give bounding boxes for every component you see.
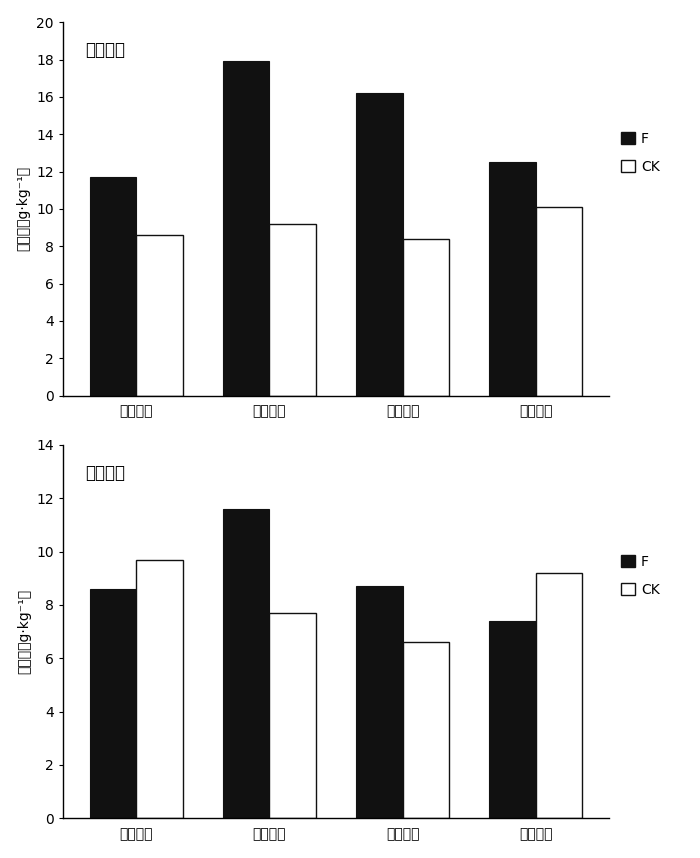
Bar: [402, 643, 449, 819]
Bar: [270, 224, 316, 396]
Bar: [90, 177, 136, 396]
Legend: F, CK: F, CK: [622, 554, 659, 596]
Bar: [489, 621, 536, 819]
Text: 地下部分: 地下部分: [85, 463, 125, 481]
Bar: [536, 207, 582, 396]
Bar: [136, 559, 183, 819]
Bar: [356, 586, 402, 819]
Bar: [136, 235, 183, 396]
Bar: [402, 239, 449, 396]
Text: 地上部分: 地上部分: [85, 41, 125, 59]
Legend: F, CK: F, CK: [622, 132, 659, 174]
Bar: [270, 613, 316, 819]
Bar: [223, 62, 270, 396]
Bar: [90, 589, 136, 819]
Y-axis label: 氮含量（g·kg⁻¹）: 氮含量（g·kg⁻¹）: [17, 166, 31, 251]
Y-axis label: 氮含量（g·kg⁻¹）: 氮含量（g·kg⁻¹）: [17, 589, 31, 674]
Bar: [489, 162, 536, 396]
Bar: [356, 94, 402, 396]
Bar: [536, 573, 582, 819]
Bar: [223, 509, 270, 819]
